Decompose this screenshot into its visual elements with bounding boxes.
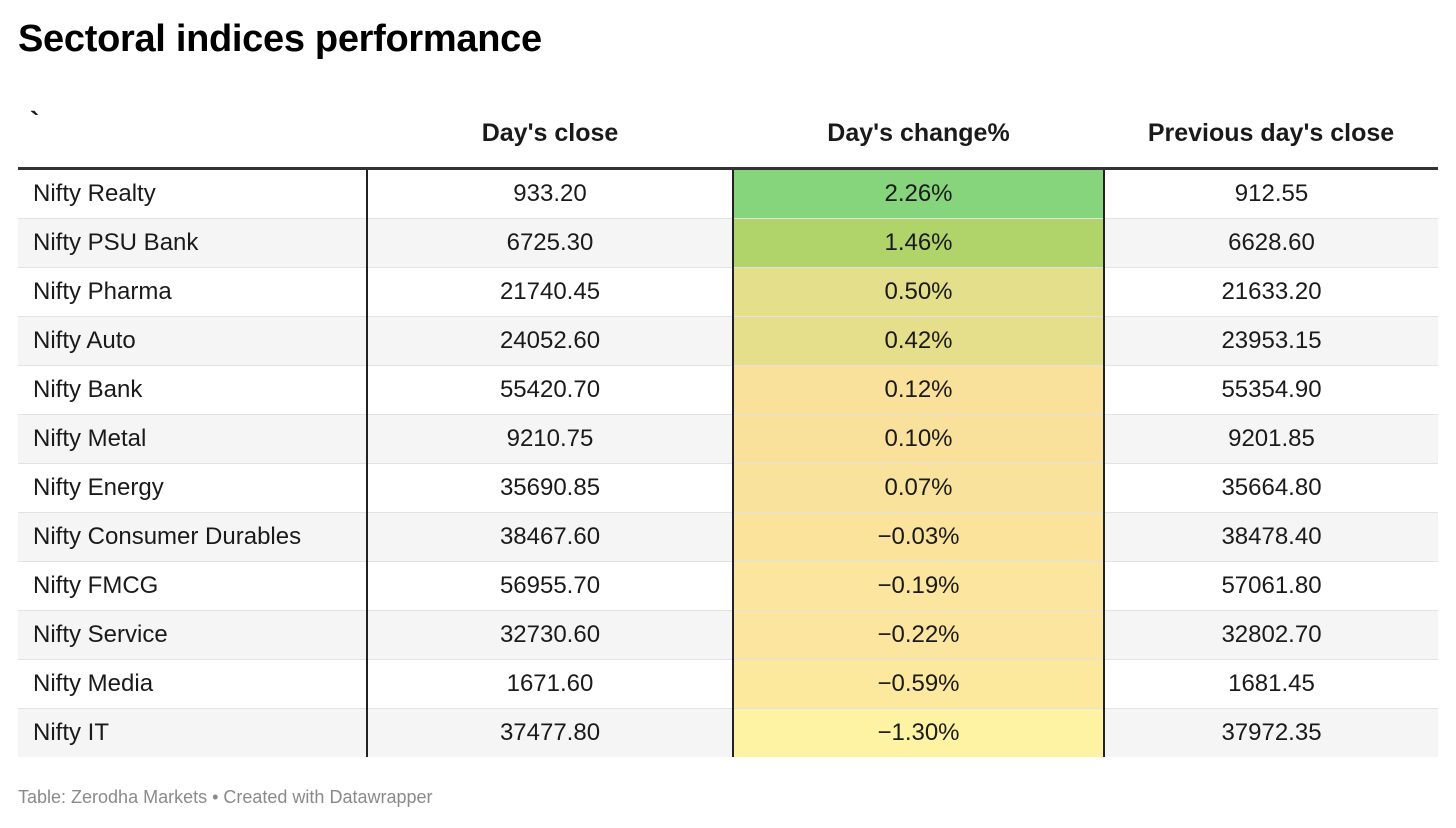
days-change-cell: 0.12% — [733, 365, 1105, 415]
days-close-cell: 9210.75 — [367, 414, 734, 464]
index-name-cell: Nifty Auto — [18, 316, 368, 366]
column-header-days-close: Day's close — [367, 100, 733, 170]
previous-close-cell: 23953.15 — [1104, 316, 1438, 366]
column-header-previous-close: Previous day's close — [1104, 100, 1438, 170]
index-name-cell: Nifty FMCG — [18, 561, 368, 611]
table-row: Nifty Bank 55420.70 0.12% 55354.90 — [18, 365, 1438, 415]
days-close-cell: 933.20 — [367, 168, 734, 219]
header-row: ` Day's close Day's change% Previous day… — [18, 100, 1438, 170]
days-close-cell: 37477.80 — [367, 708, 734, 757]
table-row: Nifty Realty 933.20 2.26% 912.55 — [18, 168, 1438, 219]
index-name-cell: Nifty PSU Bank — [18, 218, 368, 268]
page-title: Sectoral indices performance — [18, 18, 542, 60]
days-close-cell: 32730.60 — [367, 610, 734, 660]
column-header-name: ` — [18, 100, 367, 170]
days-close-cell: 38467.60 — [367, 512, 734, 562]
index-name-cell: Nifty Energy — [18, 463, 368, 513]
previous-close-cell: 55354.90 — [1104, 365, 1438, 415]
previous-close-cell: 912.55 — [1104, 168, 1438, 219]
previous-close-cell: 38478.40 — [1104, 512, 1438, 562]
previous-close-cell: 37972.35 — [1104, 708, 1438, 757]
previous-close-cell: 1681.45 — [1104, 659, 1438, 709]
index-name-cell: Nifty Realty — [18, 168, 368, 219]
days-change-cell: 0.07% — [733, 463, 1105, 513]
previous-close-cell: 35664.80 — [1104, 463, 1438, 513]
days-close-cell: 6725.30 — [367, 218, 734, 268]
days-close-cell: 24052.60 — [367, 316, 734, 366]
table-row: Nifty Media 1671.60 −0.59% 1681.45 — [18, 659, 1438, 709]
previous-close-cell: 6628.60 — [1104, 218, 1438, 268]
days-close-cell: 35690.85 — [367, 463, 734, 513]
table-row: Nifty IT 37477.80 −1.30% 37972.35 — [18, 708, 1438, 757]
days-close-cell: 56955.70 — [367, 561, 734, 611]
source-note: Table: Zerodha Markets • Created with Da… — [18, 787, 433, 807]
index-name-cell: Nifty Media — [18, 659, 368, 709]
days-change-cell: 2.26% — [733, 168, 1105, 219]
table-row: Nifty Service 32730.60 −0.22% 32802.70 — [18, 610, 1438, 660]
table-row: Nifty Auto 24052.60 0.42% 23953.15 — [18, 316, 1438, 366]
table-row: Nifty Metal 9210.75 0.10% 9201.85 — [18, 414, 1438, 464]
days-change-cell: −1.30% — [733, 708, 1105, 757]
index-name-cell: Nifty Service — [18, 610, 368, 660]
previous-close-cell: 21633.20 — [1104, 267, 1438, 317]
days-change-cell: 1.46% — [733, 218, 1105, 268]
index-name-cell: Nifty IT — [18, 708, 368, 757]
previous-close-cell: 57061.80 — [1104, 561, 1438, 611]
days-change-cell: 0.10% — [733, 414, 1105, 464]
table-row: Nifty PSU Bank 6725.30 1.46% 6628.60 — [18, 218, 1438, 268]
index-name-cell: Nifty Metal — [18, 414, 368, 464]
table-row: Nifty Consumer Durables 38467.60 −0.03% 384… — [18, 512, 1438, 562]
table-row: Nifty Pharma 21740.45 0.50% 21633.20 — [18, 267, 1438, 317]
sectoral-table: ` Day's close Day's change% Previous day… — [18, 100, 1438, 757]
days-close-cell: 21740.45 — [367, 267, 734, 317]
table-row: Nifty FMCG 56955.70 −0.19% 57061.80 — [18, 561, 1438, 611]
days-change-cell: 0.42% — [733, 316, 1105, 366]
sectoral-table-container: ` Day's close Day's change% Previous day… — [18, 100, 1438, 757]
index-name-cell: Nifty Pharma — [18, 267, 368, 317]
index-name-cell: Nifty Consumer Durables — [18, 512, 368, 562]
days-close-cell: 55420.70 — [367, 365, 734, 415]
days-change-cell: −0.03% — [733, 512, 1105, 562]
days-change-cell: 0.50% — [733, 267, 1105, 317]
previous-close-cell: 32802.70 — [1104, 610, 1438, 660]
table-body: Nifty Realty 933.20 2.26% 912.55 Nifty PSU B… — [18, 168, 1438, 757]
days-change-cell: −0.59% — [733, 659, 1105, 709]
days-change-cell: −0.22% — [733, 610, 1105, 660]
previous-close-cell: 9201.85 — [1104, 414, 1438, 464]
column-header-days-change: Day's change% — [733, 100, 1104, 170]
table-header: ` Day's close Day's change% Previous day… — [18, 100, 1438, 170]
days-close-cell: 1671.60 — [367, 659, 734, 709]
days-change-cell: −0.19% — [733, 561, 1105, 611]
index-name-cell: Nifty Bank — [18, 365, 368, 415]
table-row: Nifty Energy 35690.85 0.07% 35664.80 — [18, 463, 1438, 513]
